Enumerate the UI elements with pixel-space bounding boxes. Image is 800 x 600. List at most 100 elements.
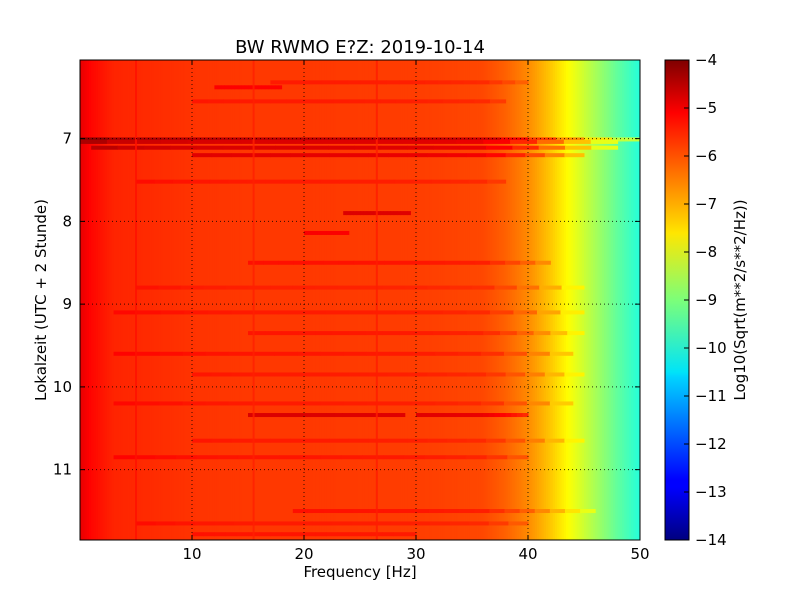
- horizontal-band: [217, 85, 222, 90]
- horizontal-band: [360, 137, 389, 142]
- horizontal-band: [362, 455, 384, 460]
- horizontal-band: [463, 80, 477, 85]
- horizontal-band: [321, 80, 336, 85]
- horizontal-band: [539, 285, 563, 290]
- horizontal-band: [329, 153, 350, 158]
- colorbar-tick-label: −12: [695, 435, 727, 453]
- horizontal-band: [309, 80, 323, 85]
- horizontal-band: [393, 211, 398, 216]
- spectral-column: [431, 60, 435, 540]
- spectral-column: [82, 60, 86, 540]
- horizontal-band: [214, 139, 242, 144]
- spectral-column: [292, 60, 296, 540]
- spectral-column: [189, 60, 193, 540]
- horizontal-band: [278, 310, 303, 315]
- spectral-column: [382, 60, 386, 540]
- spectral-column: [344, 60, 348, 540]
- spectral-column: [543, 60, 547, 540]
- horizontal-band: [421, 413, 428, 418]
- horizontal-band: [307, 509, 324, 514]
- horizontal-band: [407, 153, 428, 158]
- spectral-column: [532, 60, 536, 540]
- horizontal-band: [268, 85, 273, 90]
- horizontal-band: [416, 137, 445, 142]
- horizontal-band: [549, 401, 574, 406]
- spectral-column: [402, 60, 406, 540]
- horizontal-band: [472, 413, 479, 418]
- horizontal-band: [346, 230, 350, 235]
- horizontal-band: [207, 99, 224, 104]
- horizontal-band: [113, 351, 138, 356]
- horizontal-band: [427, 372, 448, 377]
- horizontal-band: [480, 351, 505, 356]
- spectral-column: [581, 60, 585, 540]
- horizontal-band: [502, 80, 516, 85]
- horizontal-bands: [80, 80, 640, 537]
- horizontal-band: [254, 85, 259, 90]
- spectral-column: [330, 60, 334, 540]
- horizontal-band: [486, 438, 507, 443]
- spectral-column: [142, 60, 146, 540]
- spectral-column: [413, 60, 417, 540]
- horizontal-band: [348, 139, 377, 144]
- horizontal-band: [302, 179, 322, 184]
- horizontal-band: [184, 310, 209, 315]
- horizontal-band: [244, 85, 249, 90]
- spectral-column: [91, 60, 95, 540]
- horizontal-band: [354, 145, 382, 150]
- horizontal-band: [429, 139, 457, 144]
- spectral-column: [528, 60, 531, 540]
- horizontal-band: [159, 401, 183, 406]
- horizontal-band: [301, 99, 318, 104]
- horizontal-band: [430, 521, 451, 526]
- horizontal-band: [241, 139, 269, 144]
- horizontal-band: [296, 80, 310, 85]
- horizontal-band: [504, 509, 521, 514]
- horizontal-band: [363, 211, 368, 216]
- horizontal-band: [333, 99, 350, 104]
- chart-title: BW RWMO E?Z: 2019-10-14: [235, 37, 485, 58]
- spectral-column: [545, 60, 549, 540]
- horizontal-band: [164, 137, 193, 142]
- horizontal-band: [536, 310, 561, 315]
- spectral-column: [115, 60, 119, 540]
- spectral-column: [478, 60, 482, 540]
- horizontal-band: [310, 230, 314, 235]
- spectral-column: [525, 60, 529, 540]
- horizontal-band: [533, 331, 551, 336]
- y-tick-label: 7: [62, 130, 72, 148]
- spectral-column: [498, 60, 502, 540]
- horizontal-band: [136, 521, 157, 526]
- horizontal-band: [510, 139, 538, 144]
- horizontal-band: [231, 85, 236, 90]
- horizontal-band: [324, 230, 327, 235]
- horizontal-band: [270, 99, 287, 104]
- spectral-column: [324, 60, 327, 540]
- spectral-column: [353, 60, 357, 540]
- spectral-column: [395, 60, 399, 540]
- horizontal-band: [286, 99, 303, 104]
- horizontal-band: [500, 137, 529, 142]
- horizontal-band: [320, 179, 340, 184]
- y-axis-ticks: 7 8 9 10 11: [53, 130, 640, 479]
- horizontal-band: [136, 401, 161, 406]
- horizontal-band: [368, 372, 389, 377]
- horizontal-band: [221, 85, 225, 90]
- horizontal-band: [270, 80, 284, 85]
- horizontal-band: [270, 285, 294, 290]
- horizontal-band: [395, 310, 420, 315]
- horizontal-band: [348, 532, 361, 537]
- horizontal-band: [399, 331, 417, 336]
- horizontal-band: [309, 438, 330, 443]
- horizontal-band: [192, 372, 213, 377]
- horizontal-band: [329, 438, 350, 443]
- horizontal-band: [505, 153, 526, 158]
- spectrogram-image: [80, 60, 640, 540]
- horizontal-band: [459, 509, 475, 514]
- horizontal-band: [241, 85, 246, 90]
- spectral-column: [438, 60, 442, 540]
- horizontal-band: [239, 99, 256, 104]
- horizontal-band: [196, 145, 224, 150]
- horizontal-band: [489, 509, 505, 514]
